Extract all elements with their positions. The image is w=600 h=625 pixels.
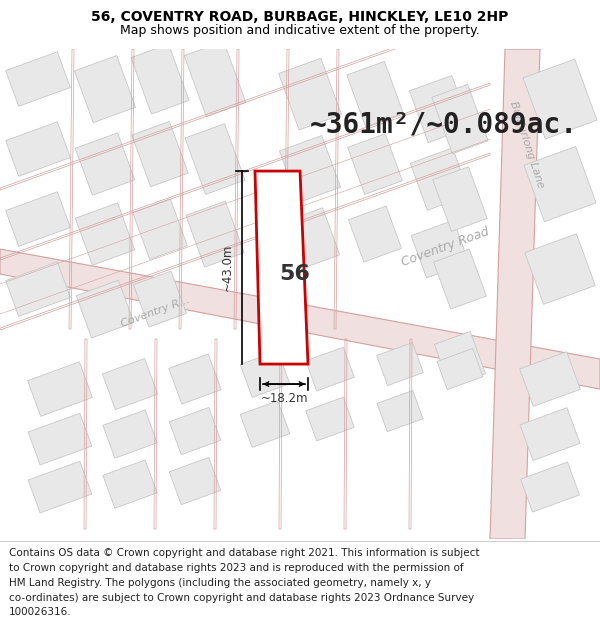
Polygon shape xyxy=(0,249,600,389)
Polygon shape xyxy=(377,342,424,386)
Polygon shape xyxy=(434,331,485,387)
Polygon shape xyxy=(74,56,136,123)
Polygon shape xyxy=(306,347,354,391)
Polygon shape xyxy=(28,461,92,513)
Polygon shape xyxy=(134,271,187,327)
Polygon shape xyxy=(5,52,70,106)
Polygon shape xyxy=(524,146,596,222)
Polygon shape xyxy=(5,122,70,176)
Polygon shape xyxy=(280,208,340,270)
Text: 100026316.: 100026316. xyxy=(9,608,71,618)
Polygon shape xyxy=(103,410,157,458)
Text: Contains OS data © Crown copyright and database right 2021. This information is : Contains OS data © Crown copyright and d… xyxy=(9,548,479,558)
Polygon shape xyxy=(434,249,487,309)
Polygon shape xyxy=(240,351,290,398)
Polygon shape xyxy=(523,59,597,139)
Polygon shape xyxy=(278,58,341,130)
Text: 56, COVENTRY ROAD, BURBAGE, HINCKLEY, LE10 2HP: 56, COVENTRY ROAD, BURBAGE, HINCKLEY, LE… xyxy=(91,11,509,24)
Polygon shape xyxy=(432,84,488,154)
Polygon shape xyxy=(169,408,221,455)
Text: ~361m²/~0.089ac.: ~361m²/~0.089ac. xyxy=(310,110,578,138)
Polygon shape xyxy=(280,136,341,202)
Polygon shape xyxy=(76,280,134,338)
Polygon shape xyxy=(490,49,540,539)
Text: Coventry R...: Coventry R... xyxy=(120,295,191,329)
Polygon shape xyxy=(520,352,580,406)
Polygon shape xyxy=(520,408,580,461)
Polygon shape xyxy=(347,61,403,127)
Polygon shape xyxy=(410,148,470,210)
Polygon shape xyxy=(28,413,92,465)
Polygon shape xyxy=(5,262,70,316)
Text: Map shows position and indicative extent of the property.: Map shows position and indicative extent… xyxy=(120,24,480,37)
Polygon shape xyxy=(521,462,580,512)
Polygon shape xyxy=(133,199,187,259)
Polygon shape xyxy=(306,397,354,441)
Polygon shape xyxy=(255,171,308,364)
Polygon shape xyxy=(76,203,134,265)
Polygon shape xyxy=(349,206,401,262)
Polygon shape xyxy=(76,133,134,195)
Polygon shape xyxy=(525,234,595,304)
Polygon shape xyxy=(28,362,92,416)
Polygon shape xyxy=(132,121,188,187)
Text: ~43.0m: ~43.0m xyxy=(221,244,234,291)
Polygon shape xyxy=(411,220,469,278)
Polygon shape xyxy=(169,354,221,404)
Polygon shape xyxy=(103,359,158,409)
Polygon shape xyxy=(433,167,487,231)
Polygon shape xyxy=(169,458,221,505)
Polygon shape xyxy=(131,44,189,114)
Polygon shape xyxy=(347,134,403,194)
Polygon shape xyxy=(437,349,483,389)
Polygon shape xyxy=(103,460,157,508)
Polygon shape xyxy=(185,124,245,194)
Polygon shape xyxy=(240,401,290,448)
Text: 56: 56 xyxy=(280,264,310,284)
Text: ~18.2m: ~18.2m xyxy=(260,392,308,405)
Text: Coventry Road: Coventry Road xyxy=(400,225,491,269)
Text: to Crown copyright and database rights 2023 and is reproduced with the permissio: to Crown copyright and database rights 2… xyxy=(9,563,464,573)
Polygon shape xyxy=(409,76,470,142)
Text: co-ordinates) are subject to Crown copyright and database rights 2023 Ordnance S: co-ordinates) are subject to Crown copyr… xyxy=(9,592,474,602)
Polygon shape xyxy=(186,201,244,267)
Text: HM Land Registry. The polygons (including the associated geometry, namely x, y: HM Land Registry. The polygons (includin… xyxy=(9,578,431,587)
Text: Bullfurlong Lane: Bullfurlong Lane xyxy=(508,99,545,189)
Polygon shape xyxy=(5,192,70,246)
Polygon shape xyxy=(184,41,246,117)
Polygon shape xyxy=(377,391,423,432)
